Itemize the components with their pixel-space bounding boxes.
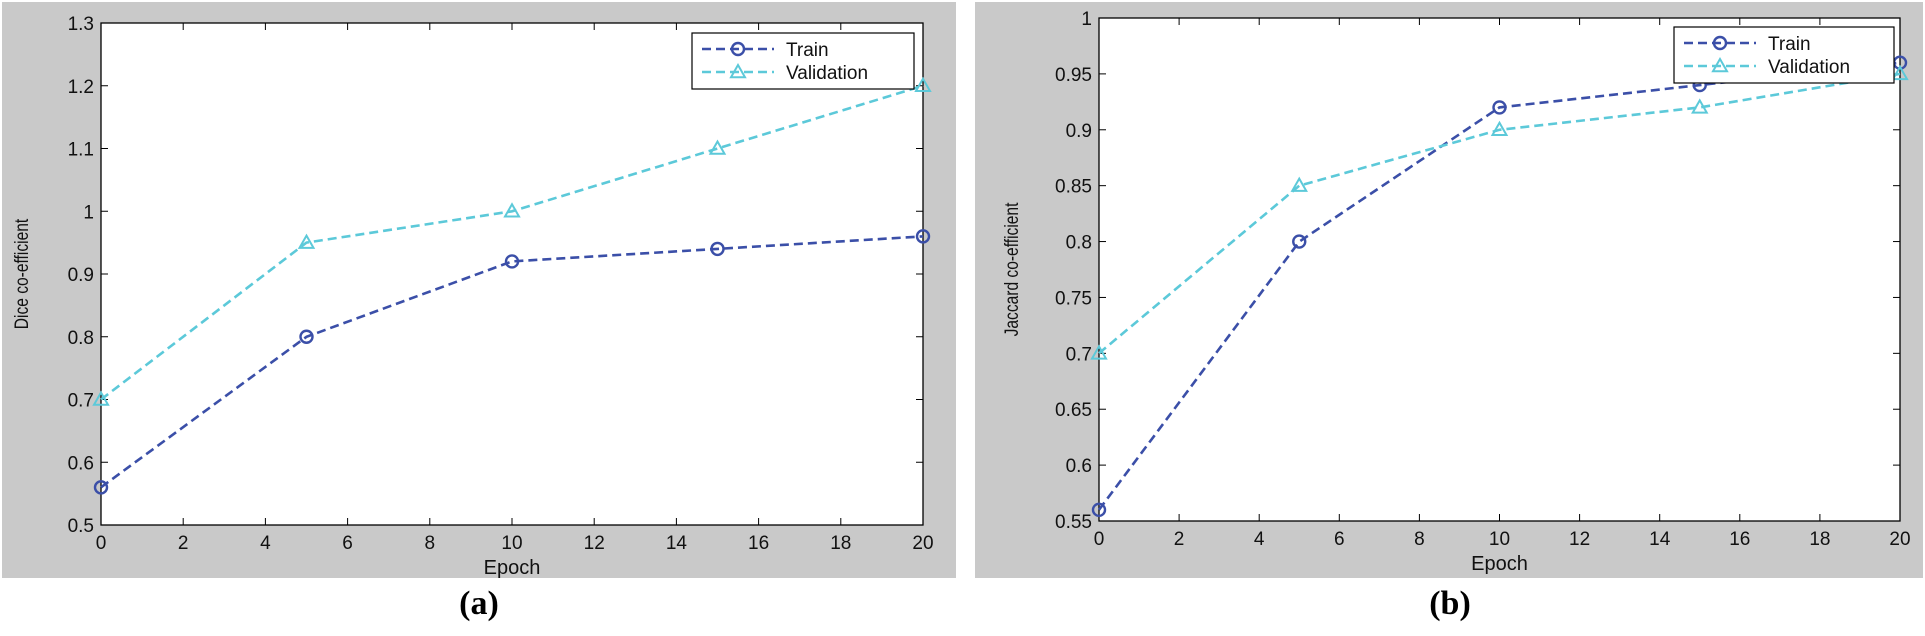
data-point-train: [710, 241, 725, 257]
y-tick-label: 0.5: [68, 516, 94, 537]
legend-marker-validation: [1711, 56, 1729, 73]
x-tick-label: 14: [1649, 529, 1671, 550]
y-tick-label: 0.6: [1066, 456, 1092, 477]
panel-label-a: (a): [459, 585, 499, 622]
y-tick-label: 0.55: [1055, 512, 1092, 533]
legend-label-validation: Validation: [1768, 57, 1850, 78]
series-train: [93, 229, 931, 495]
data-point-validation: [914, 76, 932, 92]
x-tick-label: 12: [584, 533, 605, 554]
data-point-validation: [708, 139, 727, 155]
x-tick-label: 2: [1174, 529, 1185, 550]
legend-label-train: Train: [1768, 34, 1811, 55]
x-tick-label: 16: [748, 533, 769, 554]
x-tick-label: 0: [96, 533, 107, 554]
x-tick-label: 14: [666, 533, 688, 554]
x-tick-label: 4: [260, 533, 271, 554]
series-validation: [92, 76, 932, 406]
x-tick-label: 18: [1809, 529, 1830, 550]
series-line-validation: [100, 84, 924, 401]
y-tick-label: 0.75: [1055, 288, 1092, 309]
dice-chart: 0 2 4 6 8 10 12 14 16 18 20 0.5 0.6 0.7 0.8 0.9 1 1.1 1.2 1…: [2, 2, 956, 579]
legend-label-train: Train: [786, 40, 829, 61]
data-point-validation: [1490, 120, 1509, 137]
legend-label-validation: Validation: [786, 63, 868, 84]
data-point-validation: [297, 233, 316, 249]
x-tick-label: 4: [1254, 529, 1265, 550]
legend-marker-train: [730, 41, 746, 57]
plot-area: [1098, 17, 1901, 522]
y-tick-label: 0.8: [68, 328, 94, 349]
y-tick-label: 1.3: [68, 14, 94, 35]
y-tick-label: 1: [1081, 9, 1092, 30]
x-tick-label: 12: [1569, 529, 1590, 550]
series-validation: [1090, 64, 1909, 360]
data-point-train: [915, 229, 931, 244]
legend-box: [691, 32, 915, 90]
x-tick-label: 18: [830, 533, 851, 554]
data-point-train: [1292, 234, 1307, 249]
chart-panel-b: 0 2 4 6 8 10 12 14 16 18 20 0.55 0.6 0.65 0.7 0.75 0.8 0.…: [975, 0, 1925, 636]
y-tick-label: 0.85: [1055, 177, 1092, 198]
chart-panel-a: 0 2 4 6 8 10 12 14 16 18 20 0.5 0.6 0.7 0.8 0.9 1 1.1 1.2 1…: [0, 0, 958, 636]
data-point-train: [1492, 100, 1507, 115]
y-tick-label: 1: [83, 202, 94, 223]
data-point-train: [504, 254, 520, 269]
y-tick-label: 0.6: [68, 453, 94, 474]
data-point-validation: [1891, 64, 1909, 81]
y-tick-label: 1.1: [68, 140, 94, 161]
x-tick-label: 0: [1094, 529, 1105, 550]
legend-box: [1673, 26, 1895, 84]
y-tick-label: 0.65: [1055, 400, 1092, 421]
x-tick-label: 16: [1729, 529, 1750, 550]
x-tick-label: 8: [425, 533, 436, 554]
x-tick-label: 20: [1889, 529, 1910, 550]
x-tick-label: 8: [1414, 529, 1425, 550]
x-axis-label: Epoch: [484, 557, 541, 579]
series-line-validation: [1098, 72, 1901, 355]
y-tick-label: 0.95: [1055, 65, 1092, 86]
y-tick-label: 0.7: [68, 391, 94, 412]
panel-label-b: (b): [1429, 585, 1471, 622]
data-point-validation: [1090, 344, 1108, 360]
x-tick-label: 6: [1334, 529, 1345, 550]
legend-marker-train: [1712, 35, 1728, 51]
legend-marker-validation: [729, 62, 747, 79]
y-axis-label: Dice co-efficient: [11, 219, 33, 330]
data-point-validation: [1290, 176, 1308, 192]
x-axis-label: Epoch: [1471, 553, 1528, 575]
y-tick-label: 0.9: [68, 265, 94, 286]
jaccard-chart: 0 2 4 6 8 10 12 14 16 18 20 0.55 0.6 0.65 0.7 0.75 0.8 0.…: [975, 2, 1923, 578]
data-point-validation: [503, 202, 521, 218]
data-point-validation: [1691, 98, 1709, 114]
y-tick-label: 0.7: [1066, 344, 1092, 365]
x-tick-label: 2: [178, 533, 189, 554]
data-point-train: [93, 480, 109, 495]
data-point-train: [299, 329, 314, 344]
x-tick-label: 10: [1489, 529, 1510, 550]
x-tick-label: 6: [342, 533, 353, 554]
series-line-train: [100, 235, 924, 489]
plot-area: [100, 22, 924, 526]
y-axis-label: Jaccard co-efficient: [1001, 202, 1023, 336]
data-point-train: [1091, 502, 1107, 518]
y-tick-label: 0.9: [1066, 121, 1092, 142]
data-point-validation: [92, 390, 110, 406]
y-tick-label: 1.2: [68, 77, 94, 98]
x-tick-label: 10: [501, 533, 522, 554]
y-tick-label: 0.8: [1066, 233, 1092, 254]
x-tick-label: 20: [912, 533, 933, 554]
